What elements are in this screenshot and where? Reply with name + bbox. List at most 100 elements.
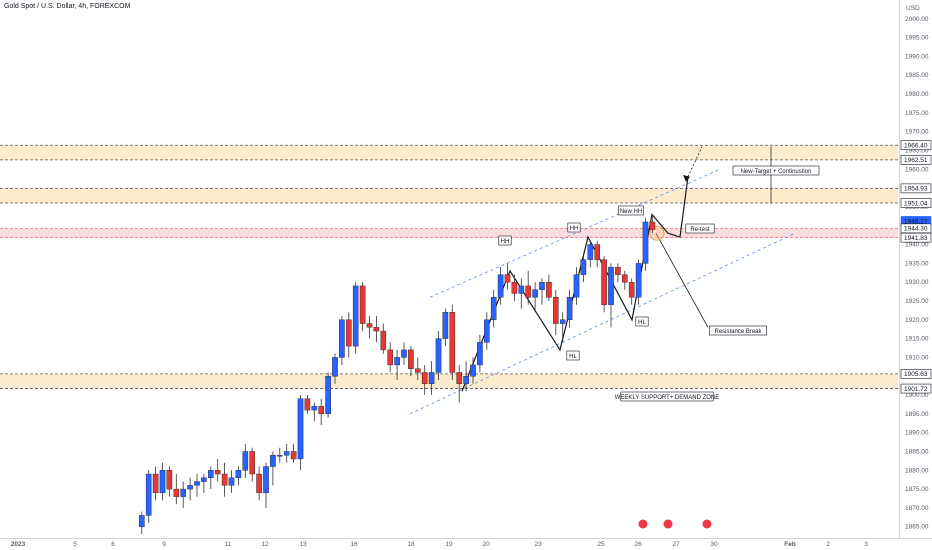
price-tag-label: 1954.93 [904, 186, 928, 193]
candle [484, 319, 490, 343]
candle [477, 342, 483, 366]
price-tag-label: 1951.04 [904, 200, 928, 207]
y-tick-label: 1995.00 [905, 35, 929, 42]
candle [187, 485, 193, 490]
candle [401, 349, 407, 358]
candle [194, 481, 200, 486]
y-tick-label: 1935.00 [905, 260, 929, 267]
x-tick-label: Feb [784, 541, 796, 548]
candle [428, 372, 435, 384]
candle [615, 266, 621, 275]
annotation-box [567, 222, 581, 233]
candle [311, 406, 318, 411]
candle [642, 221, 649, 264]
us-flag-icon[interactable] [702, 519, 712, 529]
x-tick-label: 16 [350, 541, 358, 548]
x-tick-label: 3 [864, 541, 868, 548]
x-tick-label: 18 [407, 541, 415, 548]
candle [138, 515, 145, 527]
candle [628, 281, 635, 298]
y-tick-label: 1890.00 [905, 430, 929, 437]
y-tick-label: 1975.00 [905, 110, 929, 117]
annotation-label: HH [570, 226, 579, 232]
y-tick-label: 1895.00 [905, 411, 929, 418]
candle [373, 327, 380, 332]
y-tick-label: 1885.00 [905, 448, 929, 455]
dotted-projection [687, 146, 703, 177]
candle [235, 470, 242, 479]
x-tick-label: 19 [445, 541, 453, 548]
price-tags-layer: 1966.40 1962.51 1954.93 1951.04 1946.271944.… [900, 140, 932, 394]
price-tag-label: 1944.30 [904, 226, 928, 233]
candle [553, 297, 559, 324]
y-tick-label: 1990.00 [905, 53, 929, 60]
candle [352, 285, 359, 347]
candle [318, 406, 325, 415]
candle [228, 477, 235, 486]
chart-title: Gold Spot / U.S. Dollar, 4h, FOREXCOM [4, 3, 131, 10]
candle [442, 312, 449, 339]
x-tick-label: 6 [111, 541, 115, 548]
y-tick-label: 1940.00 [905, 242, 929, 249]
candle [539, 281, 545, 290]
candle [649, 221, 656, 230]
price-tag-label: 1901.72 [904, 386, 928, 393]
y-tick-label: 2000.00 [905, 16, 929, 23]
price-tag [900, 198, 932, 208]
x-tick-label: 13 [299, 541, 307, 548]
channel-lower [409, 232, 796, 415]
annotation-label: HL [569, 354, 577, 360]
candles-layer [138, 214, 656, 535]
event-icon[interactable] [638, 519, 648, 529]
candle [546, 281, 552, 298]
zone-resistance [0, 228, 898, 238]
y-tick-label: 1930.00 [905, 279, 929, 286]
candle [511, 281, 518, 294]
zones-layer [0, 144, 898, 389]
annotation-box [566, 350, 580, 361]
candle [587, 244, 594, 260]
zone-supply [0, 145, 898, 160]
time-axis: 2023 5 6 9 11 12 13 16 18 19 20 23 25 26 27 30 Feb 2 3 [11, 541, 868, 548]
price-tag [900, 183, 932, 194]
zone-demand [0, 373, 898, 389]
annotation-label: WEEKLY SUPPORT+ DEMAND ZONE [615, 395, 720, 401]
candle [470, 364, 476, 377]
price-tag [900, 383, 932, 394]
candle [525, 285, 531, 298]
candle [504, 274, 511, 283]
channel-upper [429, 168, 721, 298]
candle [214, 470, 221, 475]
candle [635, 263, 642, 298]
price-tag [900, 232, 932, 243]
candle [497, 274, 504, 298]
candle [145, 473, 152, 516]
y-tick-label: 1985.00 [905, 72, 929, 79]
x-tick-label: 30 [710, 541, 718, 548]
candle [435, 338, 442, 373]
candle [304, 398, 311, 411]
annotation-box [618, 205, 644, 216]
candle [415, 368, 421, 373]
candle [387, 349, 394, 366]
candle [573, 274, 580, 298]
y-tick-label: 1925.00 [905, 298, 929, 305]
price-tag-label: 1941.83 [904, 235, 928, 242]
y-tick-label: 1865.00 [905, 524, 929, 531]
annotation-label: HL [638, 320, 646, 326]
candle [608, 266, 614, 305]
x-tick-label: 25 [597, 541, 605, 548]
price-tag [900, 369, 932, 379]
us-flag-icon[interactable] [663, 519, 673, 529]
y-tick-label: 1965.00 [905, 147, 929, 154]
candle [463, 376, 469, 384]
zone-supply [0, 188, 898, 204]
candle [518, 285, 525, 294]
x-tick-label: 12 [261, 541, 269, 548]
candle [325, 376, 331, 415]
candle [283, 451, 290, 456]
candle [201, 477, 207, 482]
candle [242, 451, 249, 471]
